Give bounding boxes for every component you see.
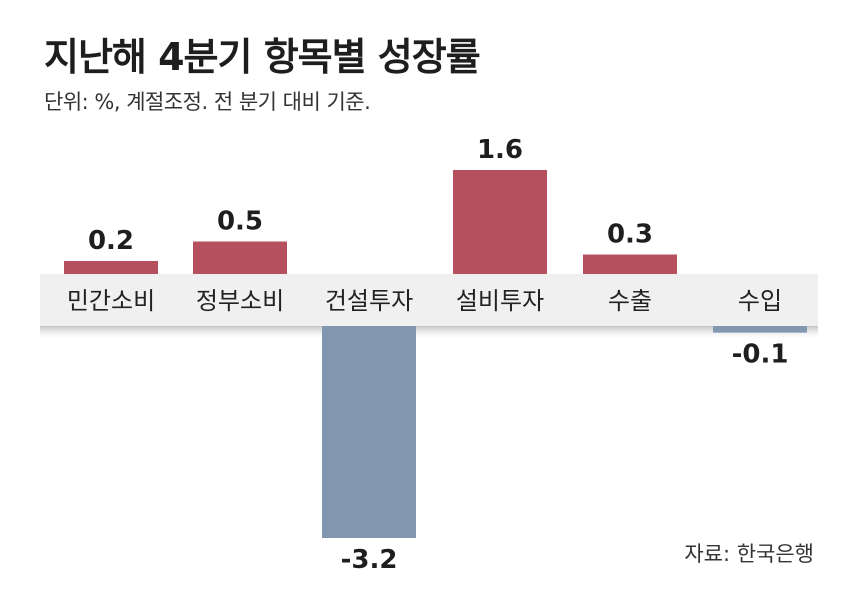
bar-3 bbox=[322, 326, 416, 538]
bar-5 bbox=[583, 254, 677, 274]
category-band-shadow bbox=[40, 326, 818, 340]
category-label-6: 수입 bbox=[738, 287, 782, 315]
category-label-5: 수출 bbox=[608, 287, 652, 315]
value-label-1: 0.2 bbox=[88, 226, 134, 256]
value-label-6: -0.1 bbox=[732, 340, 789, 370]
value-label-4: 1.6 bbox=[477, 135, 523, 165]
chart-title: 지난해 4분기 항목별 성장률 bbox=[44, 35, 481, 79]
bar-2 bbox=[193, 241, 287, 274]
category-label-4: 설비투자 bbox=[456, 287, 544, 315]
category-band bbox=[40, 274, 818, 326]
chart-subtitle: 단위: %, 계절조정. 전 분기 대비 기준. bbox=[44, 90, 371, 114]
category-label-1: 민간소비 bbox=[67, 287, 155, 315]
value-label-3: -3.2 bbox=[341, 545, 398, 575]
bar-1 bbox=[64, 261, 158, 274]
source-note: 자료: 한국은행 bbox=[684, 542, 814, 566]
category-label-3: 건설투자 bbox=[325, 287, 413, 315]
bar-4 bbox=[453, 170, 547, 274]
value-label-2: 0.5 bbox=[217, 207, 263, 237]
value-label-5: 0.3 bbox=[607, 220, 653, 250]
category-label-2: 정부소비 bbox=[196, 287, 284, 315]
bar-6 bbox=[713, 326, 807, 333]
